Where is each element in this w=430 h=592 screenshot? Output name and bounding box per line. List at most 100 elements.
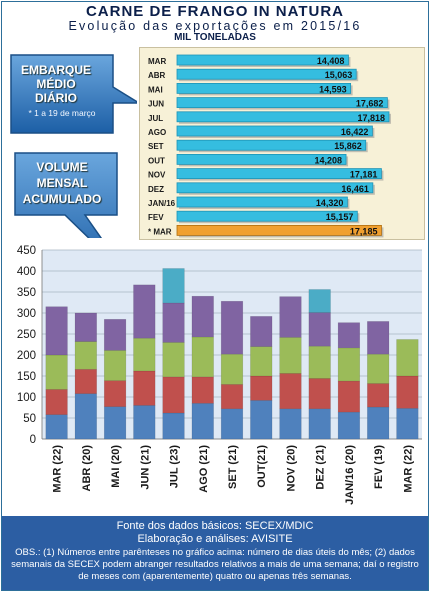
stack-segment [279, 337, 302, 374]
units-label: MIL TONELADAS [174, 32, 256, 43]
x-category-label: SET (21) [227, 445, 239, 489]
y-tick-label: 100 [17, 392, 36, 404]
stack-segment [133, 405, 156, 440]
y-tick-label: 250 [17, 329, 36, 341]
stack-segment [191, 295, 214, 338]
x-category-label: JAN/16 (20) [344, 445, 356, 505]
daily-value-label: 17,181 [350, 170, 378, 180]
x-category-label: NOV (20) [285, 445, 297, 492]
stack-segment [103, 406, 127, 440]
y-tick-label: 200 [17, 350, 36, 362]
daily-bar [176, 54, 349, 66]
daily-value-label: 17,818 [357, 113, 385, 123]
daily-bar [176, 224, 382, 236]
stack-segment [279, 373, 302, 410]
stack-segment [162, 376, 185, 414]
daily-value-label: 14,593 [319, 84, 347, 94]
daily-value-label: 15,063 [325, 70, 353, 80]
daily-bar [176, 111, 390, 123]
stack-segment [45, 354, 68, 390]
chart-subtitle: Evolução das exportações em 2015/16 [68, 19, 362, 33]
stack-segment [191, 402, 214, 440]
daily-category-label: JUN [148, 100, 164, 109]
stack-segment [337, 411, 361, 440]
stack-segment [367, 321, 390, 355]
x-category-label: FEV (19) [373, 445, 385, 489]
stack-segment [220, 384, 244, 410]
stack-segment [396, 375, 419, 409]
daily-value-label: 14,320 [316, 198, 344, 208]
callout-monthly-line3: ACUMULADO [22, 192, 102, 206]
y-tick-label: 350 [17, 287, 36, 299]
stack-segment [74, 368, 97, 394]
stack-segment [220, 353, 244, 385]
stack-segment [396, 408, 419, 440]
daily-bar [176, 210, 358, 222]
daily-bar [176, 154, 347, 165]
callout-monthly-line2: MENSAL [36, 176, 88, 190]
stack-segment [103, 380, 127, 407]
daily-category-label: JAN/16 [148, 199, 176, 208]
daily-value-label: 15,862 [334, 141, 362, 151]
callout-daily-bubble [10, 54, 142, 134]
y-tick-label: 400 [17, 266, 36, 278]
daily-value-label: 16,461 [341, 184, 369, 194]
x-category-label: MAR (22) [402, 445, 414, 493]
analysis-note: Elaboração e análises: AVISITE [137, 533, 293, 545]
callout-daily-note: * 1 a 19 de março [28, 108, 96, 118]
daily-value-label: 15,157 [326, 212, 354, 222]
stack-segment [74, 312, 97, 342]
stack-segment [45, 414, 68, 440]
callout-daily-line2: MÉDIO [36, 77, 76, 91]
daily-category-label: ABR [148, 71, 166, 80]
x-category-label: JUN (21) [139, 445, 151, 490]
daily-category-label: SET [148, 142, 164, 151]
daily-value-label: 17,682 [356, 99, 384, 109]
y-tick-label: 150 [17, 371, 36, 383]
daily-category-label: MAI [148, 85, 163, 94]
daily-category-label: OUT [148, 156, 165, 165]
x-category-label: ABR (20) [81, 445, 93, 492]
stack-segment [191, 336, 214, 378]
daily-bar [176, 139, 367, 151]
stack-segment [45, 306, 68, 356]
daily-value-label: 14,208 [315, 155, 343, 165]
callout-daily-line3: DIÁRIO [35, 91, 77, 105]
footer: Fonte dos dados básicos: SECEX/MDIC Elab… [2, 516, 428, 590]
stack-segment [250, 375, 273, 401]
daily-bar [176, 125, 373, 137]
stack-segment [74, 341, 97, 370]
daily-category-label: FEV [148, 213, 164, 222]
stack-segment [308, 289, 331, 313]
x-category-label: JUL (23) [169, 445, 181, 489]
stack-segment [103, 318, 127, 351]
x-category-label: AGO (21) [198, 445, 210, 493]
stack-segment [220, 408, 244, 440]
stack-segment [337, 380, 361, 413]
y-tick-label: 50 [23, 413, 36, 425]
daily-value-label: 16,422 [341, 127, 369, 137]
daily-category-label: JUL [148, 114, 163, 123]
stack-segment [250, 346, 273, 377]
x-category-label: MAR (22) [52, 445, 64, 493]
stack-segment [45, 389, 68, 415]
stack-segment [367, 353, 390, 384]
stack-segment [308, 345, 331, 379]
stack-segment [133, 370, 156, 406]
y-tick-label: 450 [17, 245, 36, 257]
daily-bar [176, 97, 388, 108]
x-category-label: OUT(21) [256, 445, 268, 488]
daily-value-label: 14,408 [317, 56, 345, 66]
stack-segment [308, 378, 331, 410]
stack-segment [279, 296, 302, 338]
stack-segment [250, 400, 273, 440]
x-category-label: DEZ (21) [315, 445, 327, 490]
stack-segment [367, 406, 390, 440]
y-tick-label: 0 [30, 434, 36, 446]
stack-segment [308, 312, 331, 347]
stack-segment [133, 284, 156, 339]
observation-note: OBS.: (1) Números entre parênteses no gr… [11, 547, 419, 582]
daily-category-label: DEZ [148, 185, 164, 194]
stack-segment [162, 268, 185, 304]
